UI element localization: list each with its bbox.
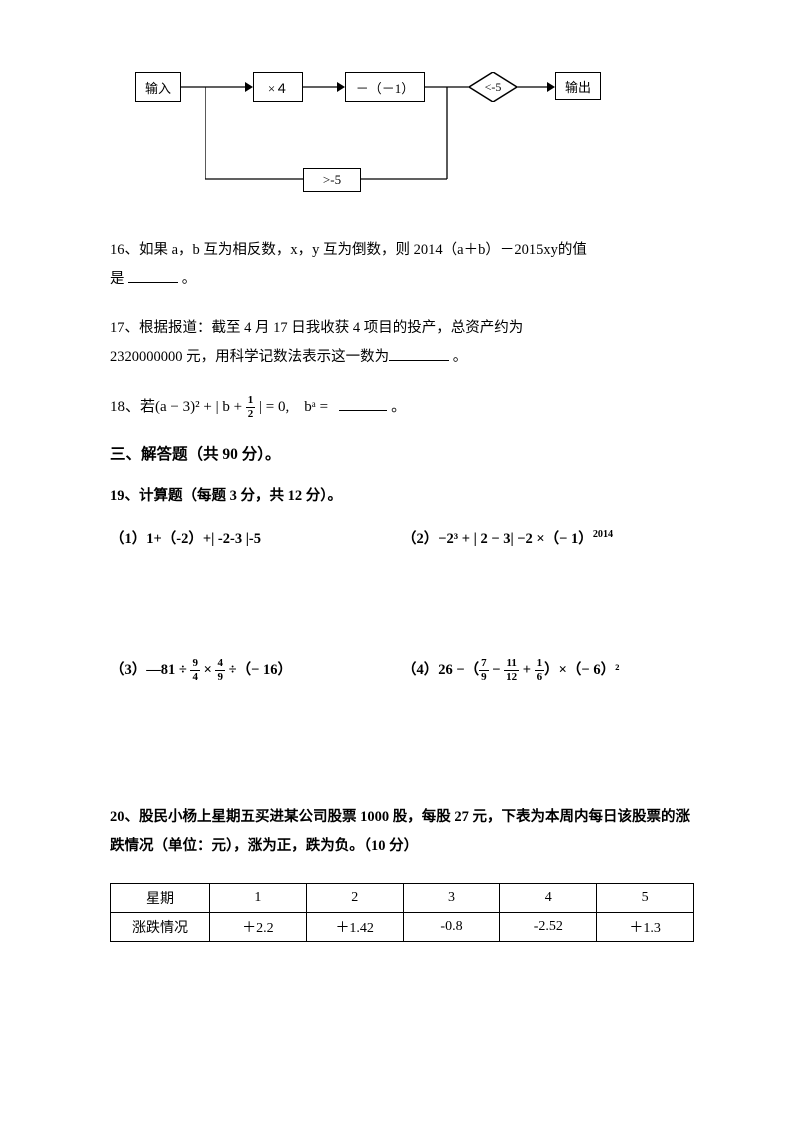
q19-p3-tail: ÷（− 16） (229, 662, 292, 678)
question-16: 16、如果 a，b 互为相反数，x，y 互为倒数，则 2014（a＋b）－201… (110, 236, 694, 294)
table-cell: ＋1.42 (306, 913, 403, 942)
q17-line2b: 。 (453, 349, 468, 365)
q19-p1-text: （1）1+（-2）+| -2-3 |-5 (110, 531, 261, 547)
flowchart: 输入 ×４ －（－1） <-5 输出 >-5 (135, 70, 694, 220)
flow-loop-line (205, 87, 455, 187)
flow-arrow (517, 80, 555, 94)
q19-p3-div: ÷ (179, 662, 187, 678)
q18-mid: | = 0, bᵃ = (255, 399, 328, 415)
frac-top: 4 (215, 658, 225, 671)
table-cell: -0.8 (403, 913, 500, 942)
table-row: 星期 1 2 3 4 5 (111, 884, 694, 913)
q19-p3-x: × (204, 662, 212, 678)
table-cell: ＋1.3 (597, 913, 694, 942)
q19-p2: （2）−2³ + | 2 − 3| −2 ×（− 1）2014 (402, 527, 694, 548)
q19-p2-exp: 2014 (593, 529, 613, 540)
frac-bot: 6 (535, 671, 545, 683)
table-col-2: 2 (306, 884, 403, 913)
table-col-4: 4 (500, 884, 597, 913)
frac-top: 9 (190, 658, 200, 671)
table-header-label: 星期 (111, 884, 210, 913)
q19-p3: （3）—81 ÷ 94 × 49 ÷（− 16） (110, 658, 402, 683)
frac-top: 11 (504, 658, 519, 671)
question-18: 18、若(a − 3)² + | b + 12 | = 0, bᵃ = 。 (110, 392, 694, 422)
frac-top: 1 (246, 395, 256, 408)
q18-prefix: 18、若 (110, 399, 155, 415)
q19-p4a: （4）26 −（ (402, 662, 479, 678)
fraction: 12 (246, 395, 256, 420)
q19-p3a: （3）—81 (110, 662, 175, 678)
fraction: 94 (190, 658, 200, 683)
q18-expr: (a − 3)² + | b + (155, 399, 246, 415)
q17-line1: 17、根据报道：截至 4 月 17 日我收获 4 项目的投产，总资产约为 (110, 320, 523, 336)
q19-row-2: （3）—81 ÷ 94 × 49 ÷（− 16） （4）26 −（79 − 11… (110, 658, 694, 683)
section-3-title: 三、解答题（共 90 分）。 (110, 442, 694, 464)
table-cell: ＋2.2 (210, 913, 307, 942)
frac-bot: 9 (479, 671, 489, 683)
q17-line2a: 2320000000 元，用科学记数法表示这一数为 (110, 349, 389, 365)
q19-p1: （1）1+（-2）+| -2-3 |-5 (110, 527, 402, 548)
node-label: 输入 (145, 78, 171, 97)
fraction: 16 (535, 658, 545, 683)
q16-text-c: 。 (182, 271, 197, 287)
node-label: 输出 (565, 77, 591, 96)
table-row: 涨跌情况 ＋2.2 ＋1.42 -0.8 -2.52 ＋1.3 (111, 913, 694, 942)
workspace-gap (110, 683, 694, 803)
q16-text-b: 是 (110, 271, 125, 287)
fraction: 1112 (504, 658, 519, 683)
frac-top: 1 (535, 658, 545, 671)
stock-table: 星期 1 2 3 4 5 涨跌情况 ＋2.2 ＋1.42 -0.8 -2.52 … (110, 883, 694, 942)
q18-suffix: 。 (391, 399, 406, 415)
frac-bot: 4 (190, 671, 200, 683)
blank-fill[interactable] (128, 268, 178, 284)
blank-fill[interactable] (389, 346, 449, 362)
q19-p4: （4）26 −（79 − 1112 + 16）×（− 6）² (402, 658, 694, 683)
q19-p2a: （2） (402, 531, 438, 547)
flow-node-decision: <-5 (469, 72, 517, 102)
q20-body: 20、股民小杨上星期五买进某公司股票 1000 股，每股 27 元，下表为本周内… (110, 809, 690, 854)
frac-top: 7 (479, 658, 489, 671)
question-17: 17、根据报道：截至 4 月 17 日我收获 4 项目的投产，总资产约为 232… (110, 314, 694, 372)
table-cell: -2.52 (500, 913, 597, 942)
q19-p2b: −2³ + | 2 − 3| −2 ×（− 1） (438, 531, 593, 547)
q19-p4m2: + (523, 662, 531, 678)
frac-bot: 12 (504, 671, 519, 683)
fraction: 49 (215, 658, 225, 683)
q20-text: 20、股民小杨上星期五买进某公司股票 1000 股，每股 27 元，下表为本周内… (110, 803, 694, 861)
table-col-5: 5 (597, 884, 694, 913)
q19-p4-tail: ）×（− 6）² (544, 662, 619, 678)
q19-head: 19、计算题（每题 3 分，共 12 分）。 (110, 484, 694, 505)
flow-node-output: 输出 (555, 72, 601, 100)
table-col-3: 3 (403, 884, 500, 913)
table-col-1: 1 (210, 884, 307, 913)
node-label: <-5 (485, 80, 502, 95)
fraction: 79 (479, 658, 489, 683)
blank-fill[interactable] (339, 395, 387, 411)
table-row-label: 涨跌情况 (111, 913, 210, 942)
frac-bot: 9 (215, 671, 225, 683)
q19-row-1: （1）1+（-2）+| -2-3 |-5 （2）−2³ + | 2 − 3| −… (110, 527, 694, 548)
q16-text-a: 16、如果 a，b 互为相反数，x，y 互为倒数，则 2014（a＋b）－201… (110, 242, 587, 258)
q19-p4m1: − (492, 662, 500, 678)
flow-node-input: 输入 (135, 72, 181, 102)
frac-bot: 2 (246, 408, 256, 420)
